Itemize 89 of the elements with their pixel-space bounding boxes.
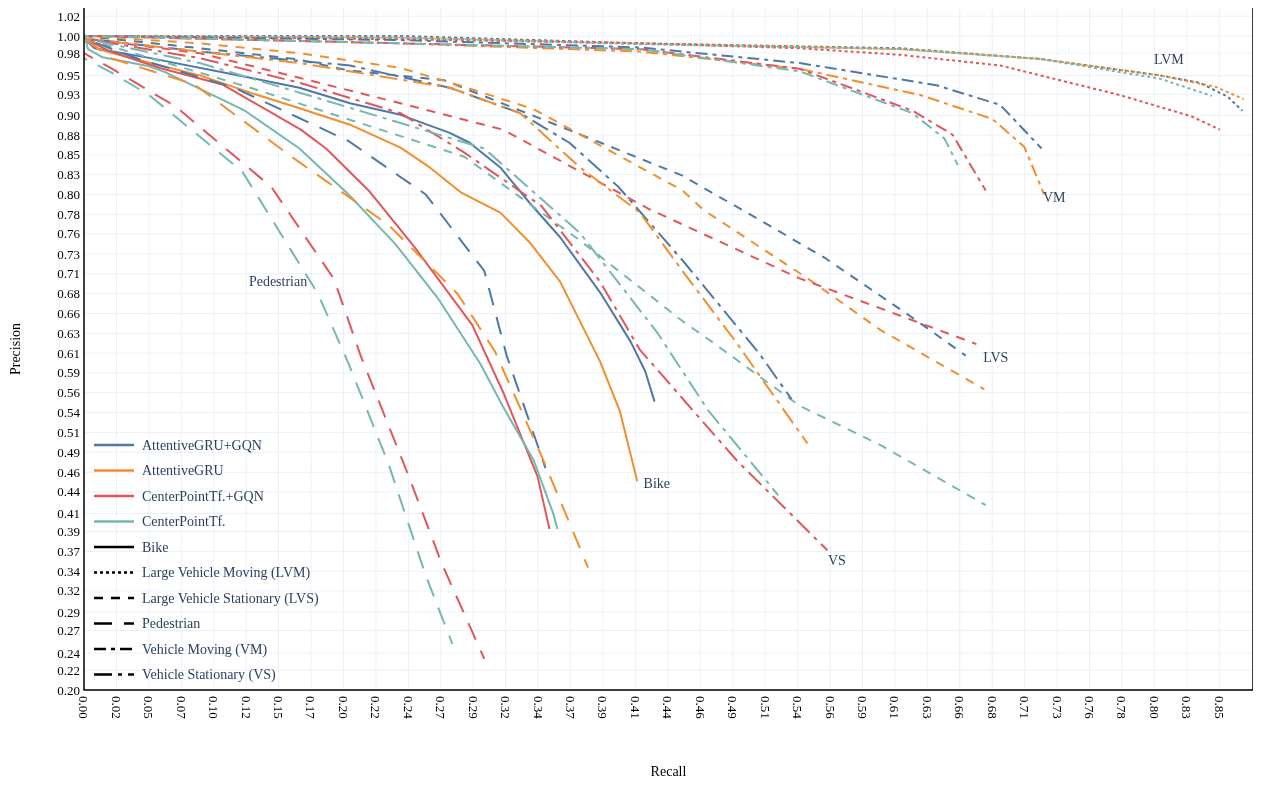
y-tick-label: 0.32 [57,583,80,599]
y-tick-label: 0.80 [57,187,80,203]
y-tick-label: 0.95 [57,68,80,84]
x-tick-label: 0.68 [984,696,1000,719]
y-tick-label: 0.85 [57,147,80,163]
x-tick-label: 0.44 [660,696,676,720]
x-tick-label: 0.51 [757,696,773,719]
x-tick-label: 0.54 [790,696,806,720]
y-tick-label: 0.27 [57,623,81,639]
y-tick-label: 0.49 [57,444,80,460]
annotation: VM [1042,190,1067,206]
annotation: LVS [983,350,1009,366]
y-tick-label: 0.61 [57,345,80,361]
annotation: Pedestrian [248,274,308,290]
y-tick-label: 0.54 [57,405,81,421]
y-tick-label: 0.22 [57,662,80,678]
x-axis-title: Recall [650,764,687,779]
x-tick-label: 0.56 [822,696,838,720]
y-tick-label: 1.02 [57,8,80,24]
y-tick-label: 0.34 [57,563,81,579]
x-tick-label: 0.17 [303,696,319,720]
x-tick-label: 0.20 [335,696,351,719]
x-tick-label: 0.66 [952,696,968,720]
annotation: Bike [142,539,169,555]
x-tick-label: 0.39 [595,696,611,719]
y-axis-title: Precision [8,322,23,376]
legend-label: CenterPointTf. [142,514,226,530]
y-tick-label: 0.88 [57,127,80,143]
y-tick-label: 0.46 [57,464,81,480]
legend-label: AttentiveGRU+GQN [142,437,262,453]
x-tick-label: 0.00 [76,696,92,719]
y-tick-label: 0.51 [57,424,80,440]
x-tick-label: 0.83 [1179,696,1195,719]
y-tick-label: 0.59 [57,365,80,381]
y-tick-label: 0.73 [57,246,80,262]
y-tick-label: 0.56 [57,385,81,401]
x-tick-label: 0.22 [368,696,384,719]
x-tick-label: 0.27 [433,696,449,720]
y-tick-label: 0.20 [57,682,80,698]
y-tick-label: 1.00 [57,28,80,44]
x-tick-label: 0.24 [400,696,416,720]
y-tick-label: 0.24 [57,645,81,661]
annotation: LVM [1153,52,1185,68]
y-tick-label: 0.63 [57,325,80,341]
y-tick-label: 0.71 [57,266,80,282]
annotation: Large Vehicle Stationary (LVS) [142,590,319,607]
y-tick-label: 0.39 [57,524,80,540]
x-tick-label: 0.32 [498,696,514,719]
annotation: Bike [643,475,671,491]
x-tick-label: 0.76 [1082,696,1097,720]
x-tick-label: 0.10 [206,696,222,719]
x-tick-label: 0.41 [627,696,643,719]
x-tick-label: 0.02 [108,696,124,719]
x-tick-label: 0.37 [563,696,579,720]
annotation: Pedestrian [142,616,201,632]
x-tick-label: 0.15 [271,696,287,719]
y-tick-label: 0.98 [57,45,80,61]
x-tick-label: 0.46 [692,696,708,720]
annotation: Vehicle Moving (VM) [142,641,268,658]
y-tick-label: 0.90 [57,107,80,123]
y-tick-label: 0.41 [57,505,80,521]
y-tick-label: 0.93 [57,86,80,102]
y-tick-label: 0.83 [57,167,80,183]
y-tick-label: 0.29 [57,604,80,620]
annotation: Large Vehicle Moving (LVM) [142,565,311,582]
x-tick-label: 0.34 [530,696,546,720]
x-tick-label: 0.71 [1017,696,1033,719]
x-tick-label: 0.63 [919,696,935,719]
y-tick-label: 0.66 [57,306,81,322]
x-tick-label: 0.73 [1049,696,1065,719]
x-tick-label: 0.59 [854,696,870,719]
x-tick-label: 0.78 [1114,696,1130,719]
y-tick-label: 0.76 [57,226,81,242]
x-tick-label: 0.07 [173,696,189,720]
x-tick-label: 0.80 [1146,696,1162,719]
legend-label: AttentiveGRU [142,463,224,479]
annotation: Vehicle Stationary (VS) [142,667,277,684]
x-tick-label: 0.29 [465,696,481,719]
x-tick-label: 0.61 [887,696,903,719]
y-tick-label: 0.37 [57,543,81,559]
x-tick-label: 0.05 [141,696,157,719]
x-tick-label: 0.49 [725,696,741,719]
y-tick-label: 0.68 [57,286,80,302]
x-tick-label: 0.85 [1211,696,1227,719]
y-tick-label: 0.44 [57,484,81,500]
y-tick-label: 0.78 [57,206,80,222]
x-tick-label: 0.12 [238,696,254,719]
legend-label: CenterPointTf.+GQN [142,488,264,504]
annotation: VS [827,552,846,568]
